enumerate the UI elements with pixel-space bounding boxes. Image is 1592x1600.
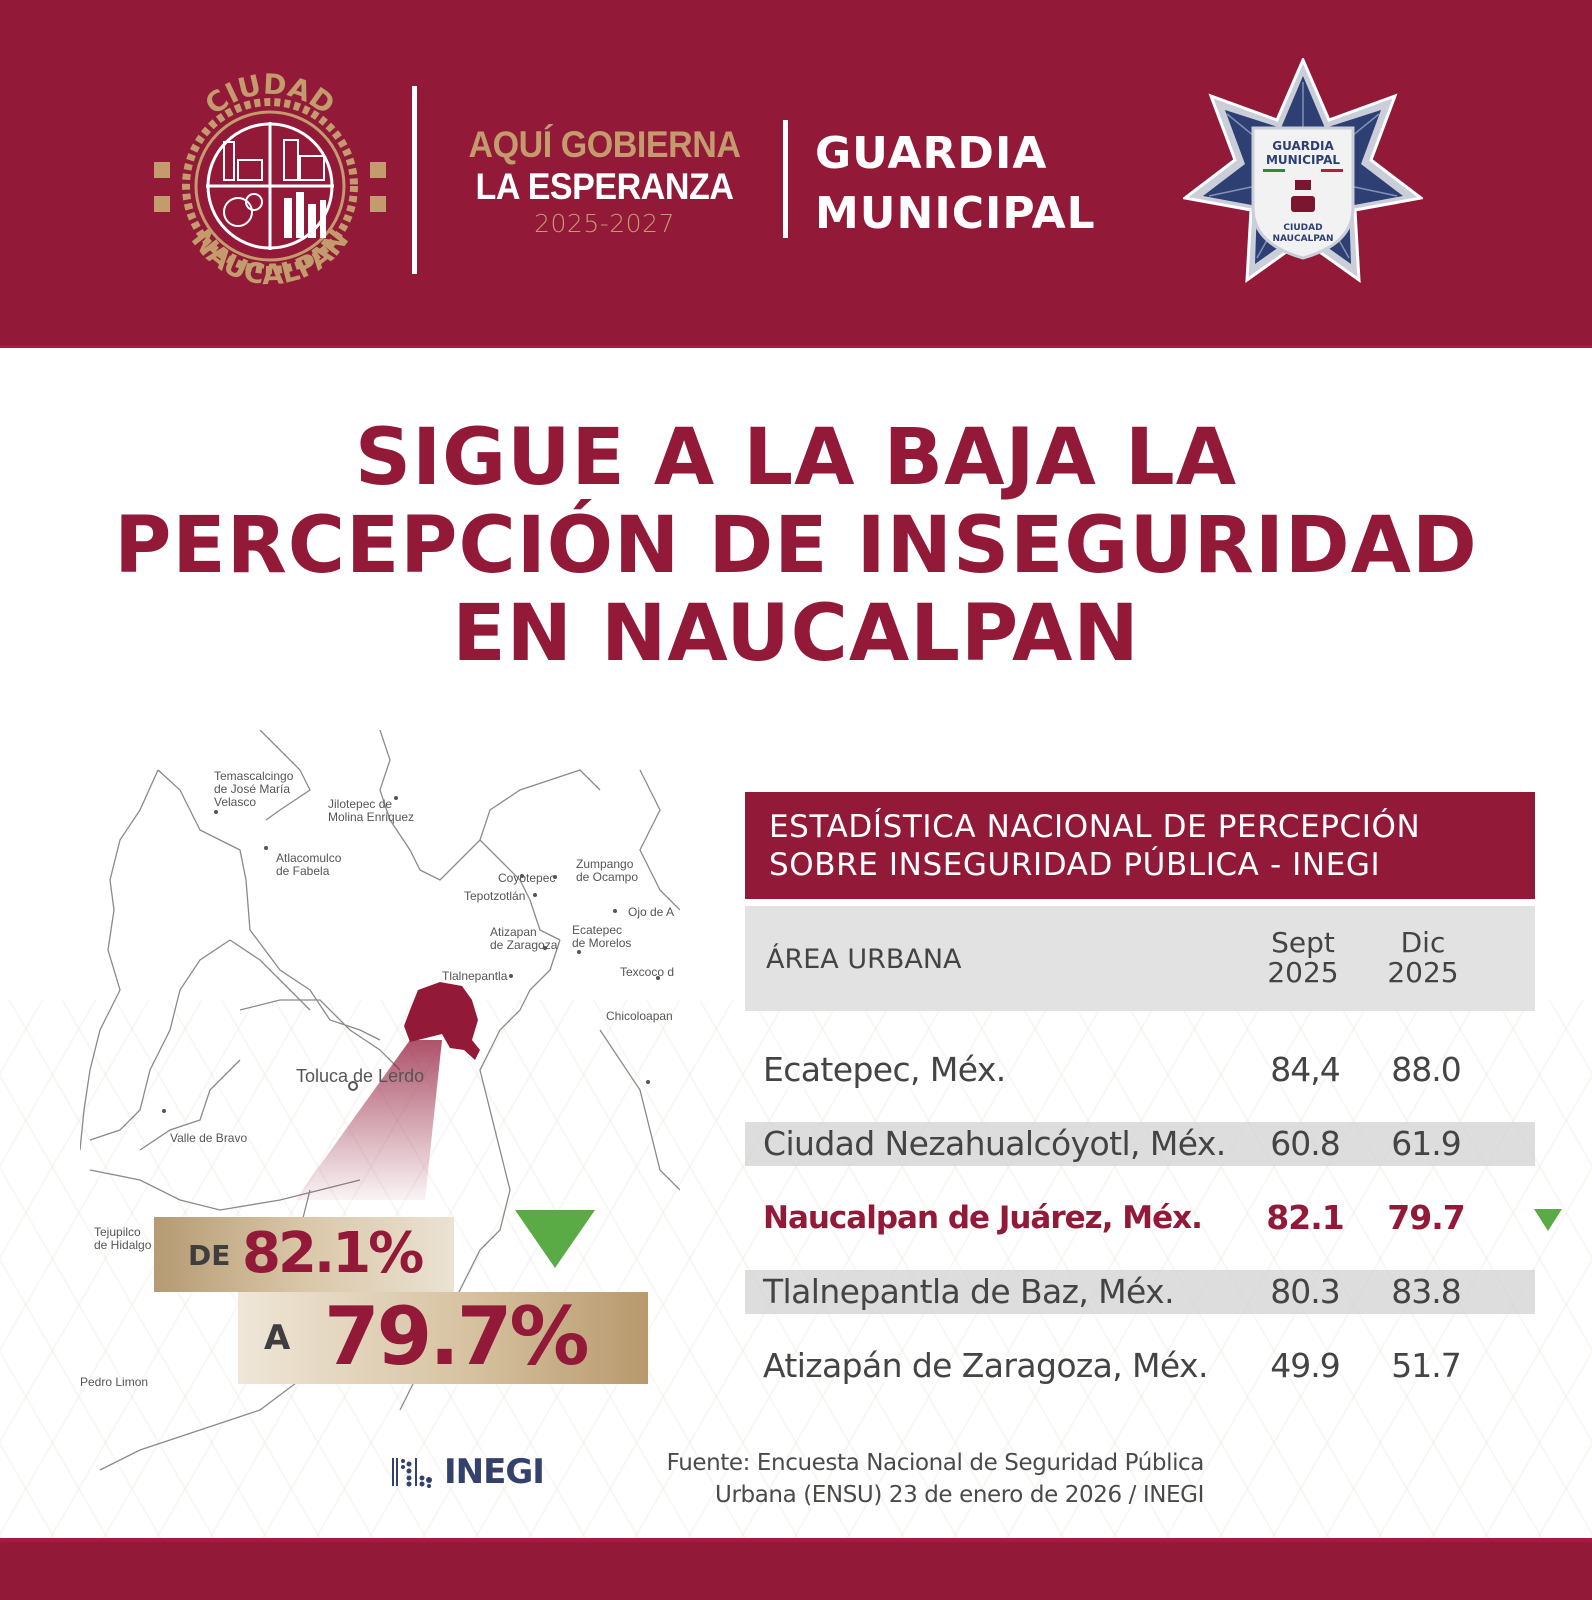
- row-trend-down-icon: [1534, 1209, 1562, 1231]
- from-value-box: DE 82.1%: [154, 1217, 454, 1292]
- row-area: Atizapán de Zaragoza, Méx.: [763, 1346, 1208, 1385]
- table-row: Tlalnepantla de Baz, Méx. 80.3 83.8: [745, 1270, 1535, 1314]
- map-city-label: Atlacomulco de Fabela: [276, 851, 342, 878]
- title-line-1: SIGUE A LA BAJA LA: [354, 413, 1238, 503]
- page-title: SIGUE A LA BAJA LA PERCEPCIÓN DE INSEGUR…: [0, 414, 1592, 678]
- to-value-box: A 79.7%: [238, 1292, 648, 1384]
- footer-band: [0, 1538, 1592, 1600]
- map-city-label: Tejupilco de Hidalgo: [94, 1225, 152, 1252]
- map-city-label: Temascalcingo de José María Velasco: [214, 769, 294, 809]
- row-sept-value: 49.9: [1270, 1346, 1340, 1385]
- map-city-label: Ojo de A: [628, 905, 675, 919]
- table-row: Atizapán de Zaragoza, Méx. 49.9 51.7: [745, 1344, 1535, 1388]
- column-header-month: Sept: [1271, 926, 1335, 959]
- row-dic-value: 61.9: [1391, 1124, 1461, 1163]
- svg-text:MUNICIPAL: MUNICIPAL: [1266, 153, 1340, 167]
- column-header-dic-2025: Dic 2025: [1373, 928, 1473, 988]
- row-sept-value: 80.3: [1270, 1272, 1340, 1311]
- map-city-label: Zumpango de Ocampo: [576, 857, 639, 884]
- department-line-1: GUARDIA: [815, 128, 1048, 179]
- row-dic-value: 51.7: [1391, 1346, 1461, 1385]
- inegi-logo: INEGI: [392, 1452, 545, 1492]
- government-slogan: AQUÍ GOBIERNA LA ESPERANZA 2025-2027: [432, 124, 777, 240]
- table-title: ESTADÍSTICA NACIONAL DE PERCEPCIÓN SOBRE…: [745, 792, 1535, 899]
- row-area: Ecatepec, Méx.: [763, 1050, 1006, 1089]
- map-city-label: Texcoco d: [620, 965, 675, 979]
- title-line-3: EN NAUCALPAN: [452, 589, 1140, 679]
- column-header-year: 2025: [1387, 956, 1459, 989]
- column-header-sept-2025: Sept 2025: [1253, 928, 1353, 988]
- to-value: 79.7%: [324, 1290, 590, 1383]
- from-value: 82.1%: [242, 1221, 424, 1286]
- svg-text:NAUCALPAN: NAUCALPAN: [1272, 234, 1333, 244]
- map-city-label: Coyotepec: [498, 871, 556, 885]
- ciudad-naucalpan-emblem-icon: CIUDAD NAUCALPAN: [154, 68, 386, 291]
- table-title-line-2: SOBRE INSEGURIDAD PÚBLICA - INEGI: [769, 847, 1381, 883]
- naucalpan-region-icon: [404, 982, 480, 1060]
- table-row-highlighted: Naucalpan de Juárez, Méx. 82.1 79.7: [745, 1196, 1535, 1240]
- table-row: Ciudad Nezahualcóyotl, Méx. 60.8 61.9: [745, 1122, 1535, 1166]
- map-city-label: Atizapan de Zaragoza: [490, 925, 558, 952]
- map-city-label: Chicoloapan: [606, 1009, 673, 1023]
- row-sept-value: 60.8: [1270, 1124, 1340, 1163]
- column-header-year: 2025: [1267, 956, 1339, 989]
- table-header: ÁREA URBANA Sept 2025 Dic 2025: [745, 906, 1535, 1011]
- estado-de-mexico-map: Temascalcingo de José María Velasco Jilo…: [80, 730, 680, 1480]
- map-capital-label: Toluca de Lerdo: [296, 1066, 425, 1086]
- source-line-2: Urbana (ENSU) 23 de enero de 2026 / INEG…: [715, 1482, 1204, 1508]
- department-name: GUARDIA MUNICIPAL: [815, 124, 1096, 244]
- header-divider: [783, 120, 788, 238]
- map-city-label: Ecatepec de Morelos: [572, 923, 632, 950]
- row-area: Tlalnepantla de Baz, Méx.: [763, 1272, 1175, 1311]
- department-line-2: MUNICIPAL: [815, 188, 1096, 239]
- row-sept-value: 82.1: [1266, 1198, 1344, 1237]
- inegi-dots-icon: [392, 1458, 432, 1488]
- column-header-area: ÁREA URBANA: [766, 944, 962, 975]
- map-city-label: Tepotzotlán: [464, 889, 526, 903]
- slogan-years: 2025-2027: [534, 209, 675, 238]
- to-prefix: A: [264, 1318, 291, 1358]
- slogan-line-1: AQUÍ GOBIERNA: [468, 124, 741, 165]
- map-city-label: Jilotepec de Molina Enriquez: [328, 797, 415, 824]
- guardia-municipal-star-badge-icon: GUARDIA MUNICIPAL CIUDAD NAUCALPAN: [1183, 58, 1423, 284]
- slogan-line-2: LA ESPERANZA: [475, 166, 734, 207]
- row-area: Naucalpan de Juárez, Méx.: [763, 1200, 1203, 1236]
- table-row: Ecatepec, Méx. 84,4 88.0: [745, 1048, 1535, 1092]
- header-band: CIUDAD NAUCALPAN AQUÍ GOBIERNA LA ESPERA…: [0, 0, 1592, 348]
- svg-text:CIUDAD: CIUDAD: [1283, 223, 1322, 233]
- source-citation: Fuente: Encuesta Nacional de Seguridad P…: [592, 1447, 1205, 1511]
- column-header-month: Dic: [1400, 926, 1446, 959]
- trend-down-arrow-icon: [515, 1210, 595, 1268]
- map-city-label: Pedro Limon: [80, 1375, 149, 1389]
- header-divider: [412, 86, 417, 274]
- source-line-1: Fuente: Encuesta Nacional de Seguridad P…: [666, 1450, 1205, 1476]
- row-dic-value: 83.8: [1391, 1272, 1461, 1311]
- inegi-logo-text: INEGI: [444, 1452, 545, 1492]
- map-city-label: Valle de Bravo: [170, 1131, 248, 1145]
- row-dic-value: 88.0: [1391, 1050, 1461, 1089]
- title-line-2: PERCEPCIÓN DE INSEGURIDAD: [114, 501, 1478, 591]
- map-outline-icon: [80, 730, 680, 1471]
- row-sept-value: 84,4: [1270, 1050, 1340, 1089]
- row-area: Ciudad Nezahualcóyotl, Méx.: [763, 1124, 1226, 1163]
- row-dic-value: 79.7: [1387, 1198, 1465, 1237]
- svg-text:GUARDIA: GUARDIA: [1272, 139, 1334, 153]
- table-title-line-1: ESTADÍSTICA NACIONAL DE PERCEPCIÓN: [769, 809, 1421, 845]
- from-prefix: DE: [188, 1239, 231, 1272]
- map-city-label: Tlalnepantla: [442, 969, 508, 983]
